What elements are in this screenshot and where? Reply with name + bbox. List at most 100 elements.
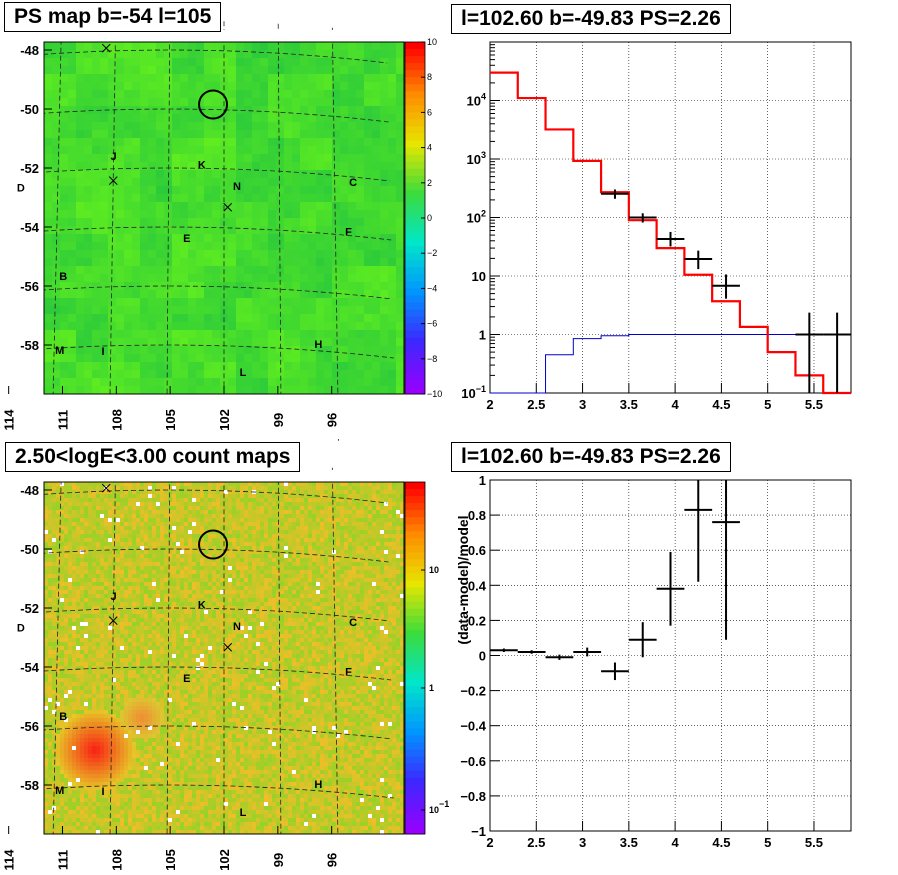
map-mask <box>0 394 404 439</box>
map-x-tick-label: 111 <box>55 410 70 430</box>
colorbar-cell <box>405 295 425 303</box>
colorbar-tick-label: 10−1 <box>429 799 449 815</box>
colorbar-cell <box>405 161 425 170</box>
map-grid-longitude <box>51 23 62 437</box>
colorbar-cell <box>405 309 425 318</box>
colorbar-cell <box>405 559 425 567</box>
colorbar-cell <box>405 819 425 828</box>
map-mask <box>0 30 404 42</box>
source-label-M: M <box>55 345 64 357</box>
source-label-J: J <box>111 151 117 163</box>
colorbar-cell <box>405 756 425 765</box>
map-x-tick-label: 105 <box>163 849 178 871</box>
source-label-B: B <box>59 711 67 723</box>
residual-y-axis-label: (data-model)/model <box>455 515 471 644</box>
residual-x-tick-label: 5 <box>764 835 771 850</box>
colorbar-cell <box>405 629 425 638</box>
residual-title: l=102.60 b=-49.83 PS=2.26 <box>451 442 731 472</box>
colorbar-cell <box>405 524 425 532</box>
map-grid-latitude <box>0 607 390 622</box>
colorbar-cell <box>405 510 425 518</box>
colorbar-cell <box>405 791 425 800</box>
map-mask <box>0 470 44 870</box>
colorbar-cell <box>405 763 425 772</box>
colorbar-cell <box>405 70 425 78</box>
spectrum-y-tick-label: 102 <box>467 209 486 226</box>
count-map-field <box>44 482 405 835</box>
colorbar-cell <box>405 386 425 395</box>
colorbar-cell <box>405 777 425 786</box>
source-label-L: L <box>240 367 247 379</box>
spectrum-x-tick-label: 4 <box>672 397 680 412</box>
colorbar-cell <box>405 281 425 289</box>
colorbar-cell <box>405 686 425 694</box>
map-grid-longitude <box>277 23 282 437</box>
colorbar-cell <box>405 210 425 219</box>
colorbar-cell <box>405 700 425 708</box>
colorbar-cell <box>405 133 425 142</box>
map-grid-latitude <box>0 666 392 681</box>
colorbar-cell <box>405 358 425 367</box>
map-grid-latitude <box>0 784 394 799</box>
residual-y-tick-label: 0.6 <box>468 543 486 558</box>
colorbar-cell <box>405 693 425 701</box>
colorbar-cell <box>405 503 425 511</box>
colorbar-cell <box>405 105 425 113</box>
colorbar-cell <box>405 622 425 631</box>
colorbar-cell <box>405 650 425 659</box>
residual-x-tick-label: 5.5 <box>805 835 823 850</box>
spectrum-x-tick-label: 2 <box>486 397 493 412</box>
model-histogram <box>490 71 851 395</box>
residual-x-tick-label: 3.5 <box>620 835 638 850</box>
colorbar-tick-label: 0 <box>427 213 432 223</box>
colorbar-tick-label: −10 <box>427 389 442 399</box>
map-x-tick-label: 114 <box>2 409 17 431</box>
spectrum-title: l=102.60 b=-49.83 PS=2.26 <box>451 4 731 34</box>
residual-y-tick-label: 0 <box>479 649 486 664</box>
colorbar-cell <box>405 573 425 582</box>
colorbar-cell <box>405 826 425 835</box>
spectrum-x-tick-label: 5.5 <box>805 397 823 412</box>
colorbar-cell <box>405 379 425 388</box>
colorbar-cell <box>405 643 425 652</box>
colorbar-cell <box>405 147 425 156</box>
map-grid-longitude <box>109 461 117 875</box>
map-grid-longitude <box>51 463 62 875</box>
source-cross-marker <box>223 202 233 212</box>
map-grid-latitude <box>0 344 394 359</box>
colorbar-cell <box>405 49 425 57</box>
colorbar-tick-label: −2 <box>427 248 437 258</box>
map-grid <box>0 460 394 875</box>
source-label-E: E <box>183 673 190 685</box>
colorbar-cell <box>405 552 425 560</box>
colorbar-cell <box>405 330 425 339</box>
count-map-panel: -48 -50 -52 -54 -56 -58 114 111 108 105 102 99 96 J K N… <box>0 460 449 875</box>
colorbar-cell <box>405 232 425 240</box>
source-cross-marker <box>108 176 118 185</box>
residual-y-tick-label: 0.2 <box>468 613 486 628</box>
colorbar-cell <box>405 580 425 589</box>
colorbar-cell <box>405 140 425 149</box>
ps-map-field <box>44 42 405 395</box>
colorbar-cell <box>405 56 425 64</box>
map-grid-longitude <box>331 27 339 441</box>
colorbar-tick-label: −8 <box>427 354 437 364</box>
residual-grid <box>489 479 851 832</box>
colorbar-cell <box>405 587 425 596</box>
residual-x-tick-label: 4 <box>672 835 680 850</box>
colorbar-cell <box>405 77 425 85</box>
map-y-tick-label: -56 <box>20 279 39 294</box>
map-grid-latitude <box>0 226 392 241</box>
colorbar-cell <box>405 707 425 715</box>
colorbar-cell <box>405 323 425 332</box>
map-y-tick-label: -48 <box>20 43 39 58</box>
colorbar-cell <box>405 344 425 353</box>
residual-x-tick-label: 3 <box>579 835 586 850</box>
source-label-D: D <box>17 182 25 194</box>
map-x-tick-label: 105 <box>163 409 178 431</box>
map-y-tick-label: -50 <box>20 102 39 117</box>
spectrum-x-tick-label: 4.5 <box>712 397 730 412</box>
source-label-N: N <box>233 181 241 193</box>
